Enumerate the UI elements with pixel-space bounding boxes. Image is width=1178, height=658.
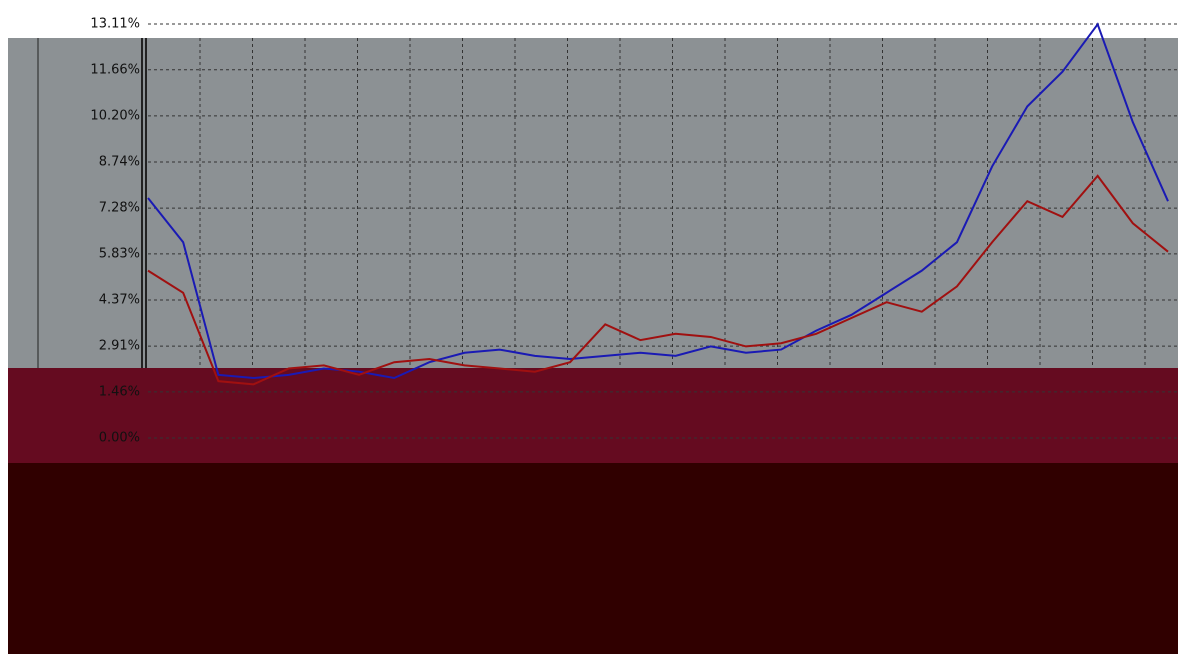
- y-tick-label: 8.74%: [99, 155, 140, 170]
- y-tick-label: 2.91%: [99, 339, 140, 354]
- plot-area: [8, 38, 1178, 368]
- glitch-band: [8, 368, 1178, 463]
- y-tick-label: 13.11%: [90, 17, 140, 32]
- y-tick-label: 1.46%: [99, 384, 140, 399]
- y-tick-label: 10.20%: [90, 108, 140, 123]
- line-series: [147, 22, 1169, 380]
- line-series: [147, 174, 1169, 386]
- y-tick-label: 0.00%: [99, 431, 140, 446]
- glitch-block: [8, 463, 1178, 654]
- y-tick-label: 11.66%: [90, 62, 140, 77]
- y-tick-label: 7.28%: [99, 201, 140, 216]
- y-tick-label: 5.83%: [99, 246, 140, 261]
- y-tick-label: 4.37%: [99, 293, 140, 308]
